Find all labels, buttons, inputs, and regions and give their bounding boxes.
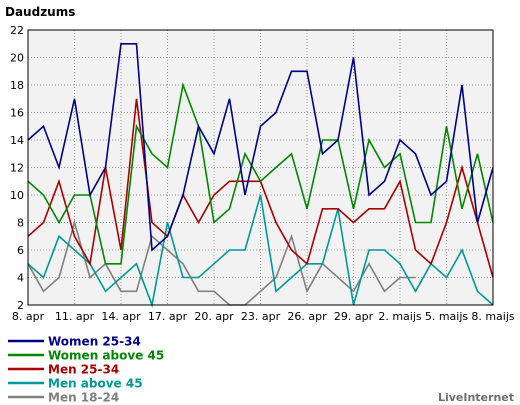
- y-tick-label: 2: [17, 299, 24, 312]
- y-tick-label: 10: [10, 189, 24, 202]
- x-tick-label: 26. apr: [287, 310, 327, 323]
- legend-label-women-25-34: Women 25-34: [48, 335, 141, 349]
- x-tick-label: 20. apr: [194, 310, 234, 323]
- x-axis: 8. apr 11. apr 14. apr 17. apr 20. apr 23. ap…: [12, 310, 515, 323]
- x-tick-label: 2. maijs: [378, 310, 422, 323]
- x-tick-label: 11. apr: [55, 310, 95, 323]
- y-tick-label: 4: [17, 272, 24, 285]
- series-line-women-25-34: [27, 43, 494, 252]
- y-tick-label: 8: [17, 217, 24, 230]
- x-tick-label: 8. apr: [12, 310, 45, 323]
- legend-label-men-above-45: Men above 45: [48, 377, 143, 391]
- series-lines: [27, 43, 494, 308]
- series-line-men-above-45: [27, 194, 494, 308]
- y-tick-label: 14: [10, 134, 24, 147]
- x-tick-label: 5. maijs: [425, 310, 469, 323]
- x-tick-label: 29. apr: [334, 310, 374, 323]
- legend-label-men-25-34: Men 25-34: [48, 363, 119, 377]
- x-tick-label: 23. apr: [241, 310, 281, 323]
- y-tick-label: 18: [10, 79, 24, 92]
- plot-frame: [27, 29, 494, 306]
- y-tick-label: 22: [10, 24, 24, 37]
- y-axis: 2 4 6 8 10 12 14 16 18 20 22: [10, 24, 24, 312]
- y-tick-label: 12: [10, 162, 24, 175]
- x-tick-label: 14. apr: [101, 310, 141, 323]
- x-tick-label: 17. apr: [148, 310, 188, 323]
- x-tick-label: 8. maijs: [471, 310, 515, 323]
- legend-label-men-18-24: Men 18-24: [48, 391, 119, 405]
- brand-label: LiveInternet: [438, 391, 514, 404]
- y-tick-label: 20: [10, 52, 24, 65]
- legend-label-women-above-45: Women above 45: [48, 349, 164, 363]
- y-tick-label: 6: [17, 244, 24, 257]
- y-tick-label: 16: [10, 107, 24, 120]
- series-line-women-above-45: [27, 82, 494, 265]
- chart-title: Daudzums: [5, 5, 75, 19]
